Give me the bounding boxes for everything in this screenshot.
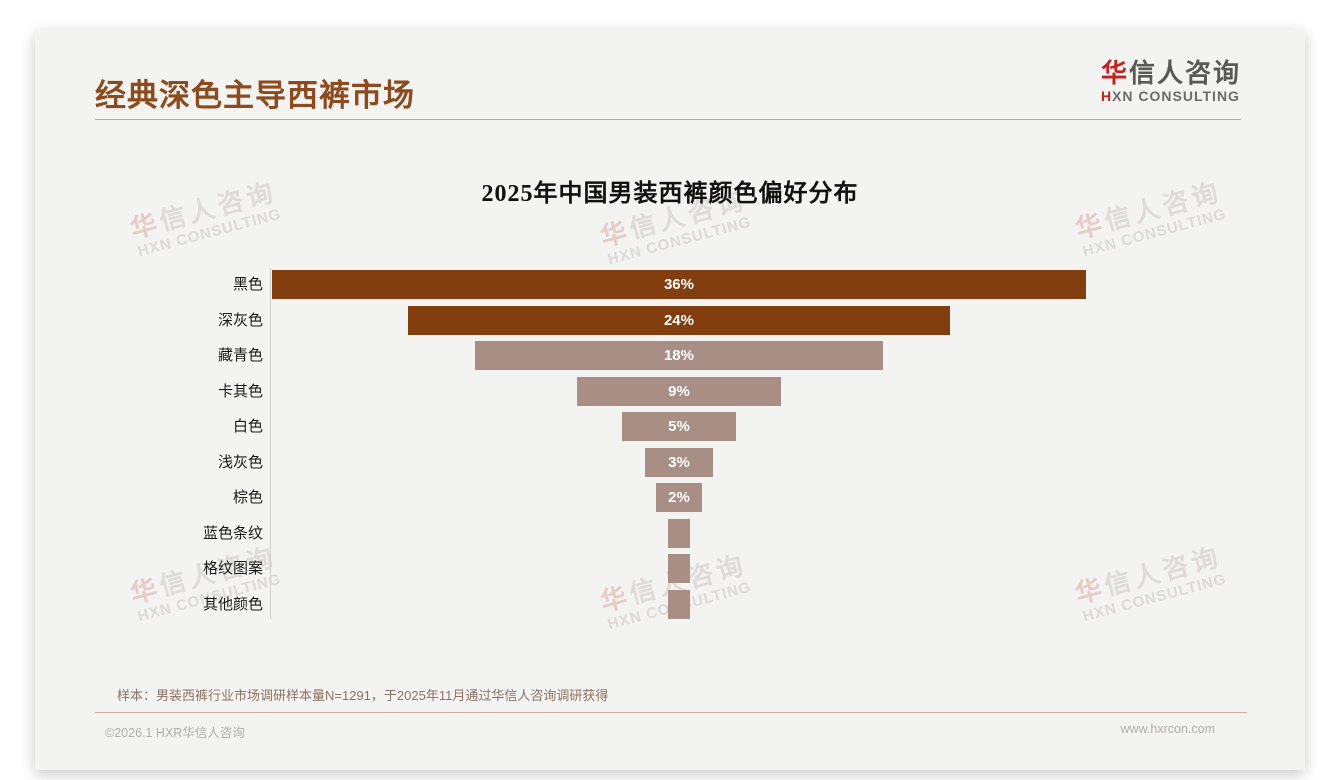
logo-rest-chars: 信人咨询: [1128, 58, 1241, 88]
bar: [667, 554, 691, 583]
category-label: 藏青色: [217, 347, 263, 364]
category-label: 卡其色: [217, 382, 263, 400]
chart-row: 藏青色 18%: [35, 341, 1305, 370]
category-label: 棕色: [232, 489, 263, 506]
website-url: www.hxrcon.com: [1120, 722, 1215, 736]
bar-value-label: 3%: [668, 453, 690, 471]
category-axis-line: [270, 268, 271, 619]
slide-card: 华信人咨询 HXN CONSULTING 华信人咨询 HXN CONSULTING 华信…: [35, 30, 1305, 770]
bar-value-label: 5%: [668, 418, 690, 435]
sample-footnote: 样本：男装西裤行业市场调研样本量N=1291，于2025年11月通过华信人咨询调…: [117, 688, 609, 703]
category-label: 深灰色: [217, 311, 263, 329]
bar: 18%: [475, 341, 883, 370]
category-label: 蓝色条纹: [202, 524, 263, 542]
content-layer: 经典深色主导西裤市场 华信人咨询 HXN CONSULTING 2025年中国男…: [35, 30, 1305, 770]
bar-value-label: 24%: [663, 311, 694, 329]
logo-tagline: HXN CONSULTING: [1101, 88, 1241, 104]
bar: 9%: [577, 376, 781, 406]
logo-tagline-rest: XN CONSULTING: [1112, 88, 1240, 104]
bar-value-label: 18%: [663, 347, 694, 364]
bar: [667, 518, 691, 548]
category-label: 黑色: [232, 276, 263, 293]
bar: 2%: [656, 483, 702, 512]
category-label: 格纹图案: [202, 560, 263, 577]
copyright-text: ©2026.1 HXR华信人咨询: [105, 726, 245, 740]
company-logo: 华信人咨询 HXN CONSULTING: [1101, 58, 1241, 104]
chart-row: 其他颜色: [35, 589, 1305, 619]
category-label: 其他颜色: [202, 595, 263, 613]
chart-title: 2025年中国男装西裤颜色偏好分布: [481, 181, 859, 207]
bar-value-label: 9%: [668, 382, 690, 400]
chart-row: 黑色 36%: [35, 270, 1305, 299]
footer-divider: [95, 712, 1247, 713]
bar: 36%: [271, 270, 1087, 299]
category-label: 浅灰色: [217, 453, 263, 471]
logo-chinese-text: 华信人咨询: [1101, 58, 1241, 88]
chart-row: 白色 5%: [35, 412, 1305, 441]
bar: 5%: [622, 412, 736, 441]
page-title: 经典深色主导西裤市场: [95, 78, 415, 113]
logo-accent-char: 华: [1100, 58, 1129, 88]
chart-row: 蓝色条纹: [35, 518, 1305, 548]
bar: [667, 589, 691, 619]
bar-value-label: 36%: [663, 276, 694, 293]
bar: 24%: [407, 305, 951, 335]
bar: 3%: [645, 447, 713, 477]
chart-row: 棕色 2%: [35, 483, 1305, 512]
category-label: 白色: [232, 418, 263, 435]
title-divider: [95, 119, 1241, 120]
chart-row: 格纹图案: [35, 554, 1305, 583]
logo-tagline-accent: H: [1100, 88, 1113, 104]
chart-row: 深灰色 24%: [35, 305, 1305, 335]
chart-row: 卡其色 9%: [35, 376, 1305, 406]
chart-row: 浅灰色 3%: [35, 447, 1305, 477]
bar-value-label: 2%: [668, 489, 690, 506]
